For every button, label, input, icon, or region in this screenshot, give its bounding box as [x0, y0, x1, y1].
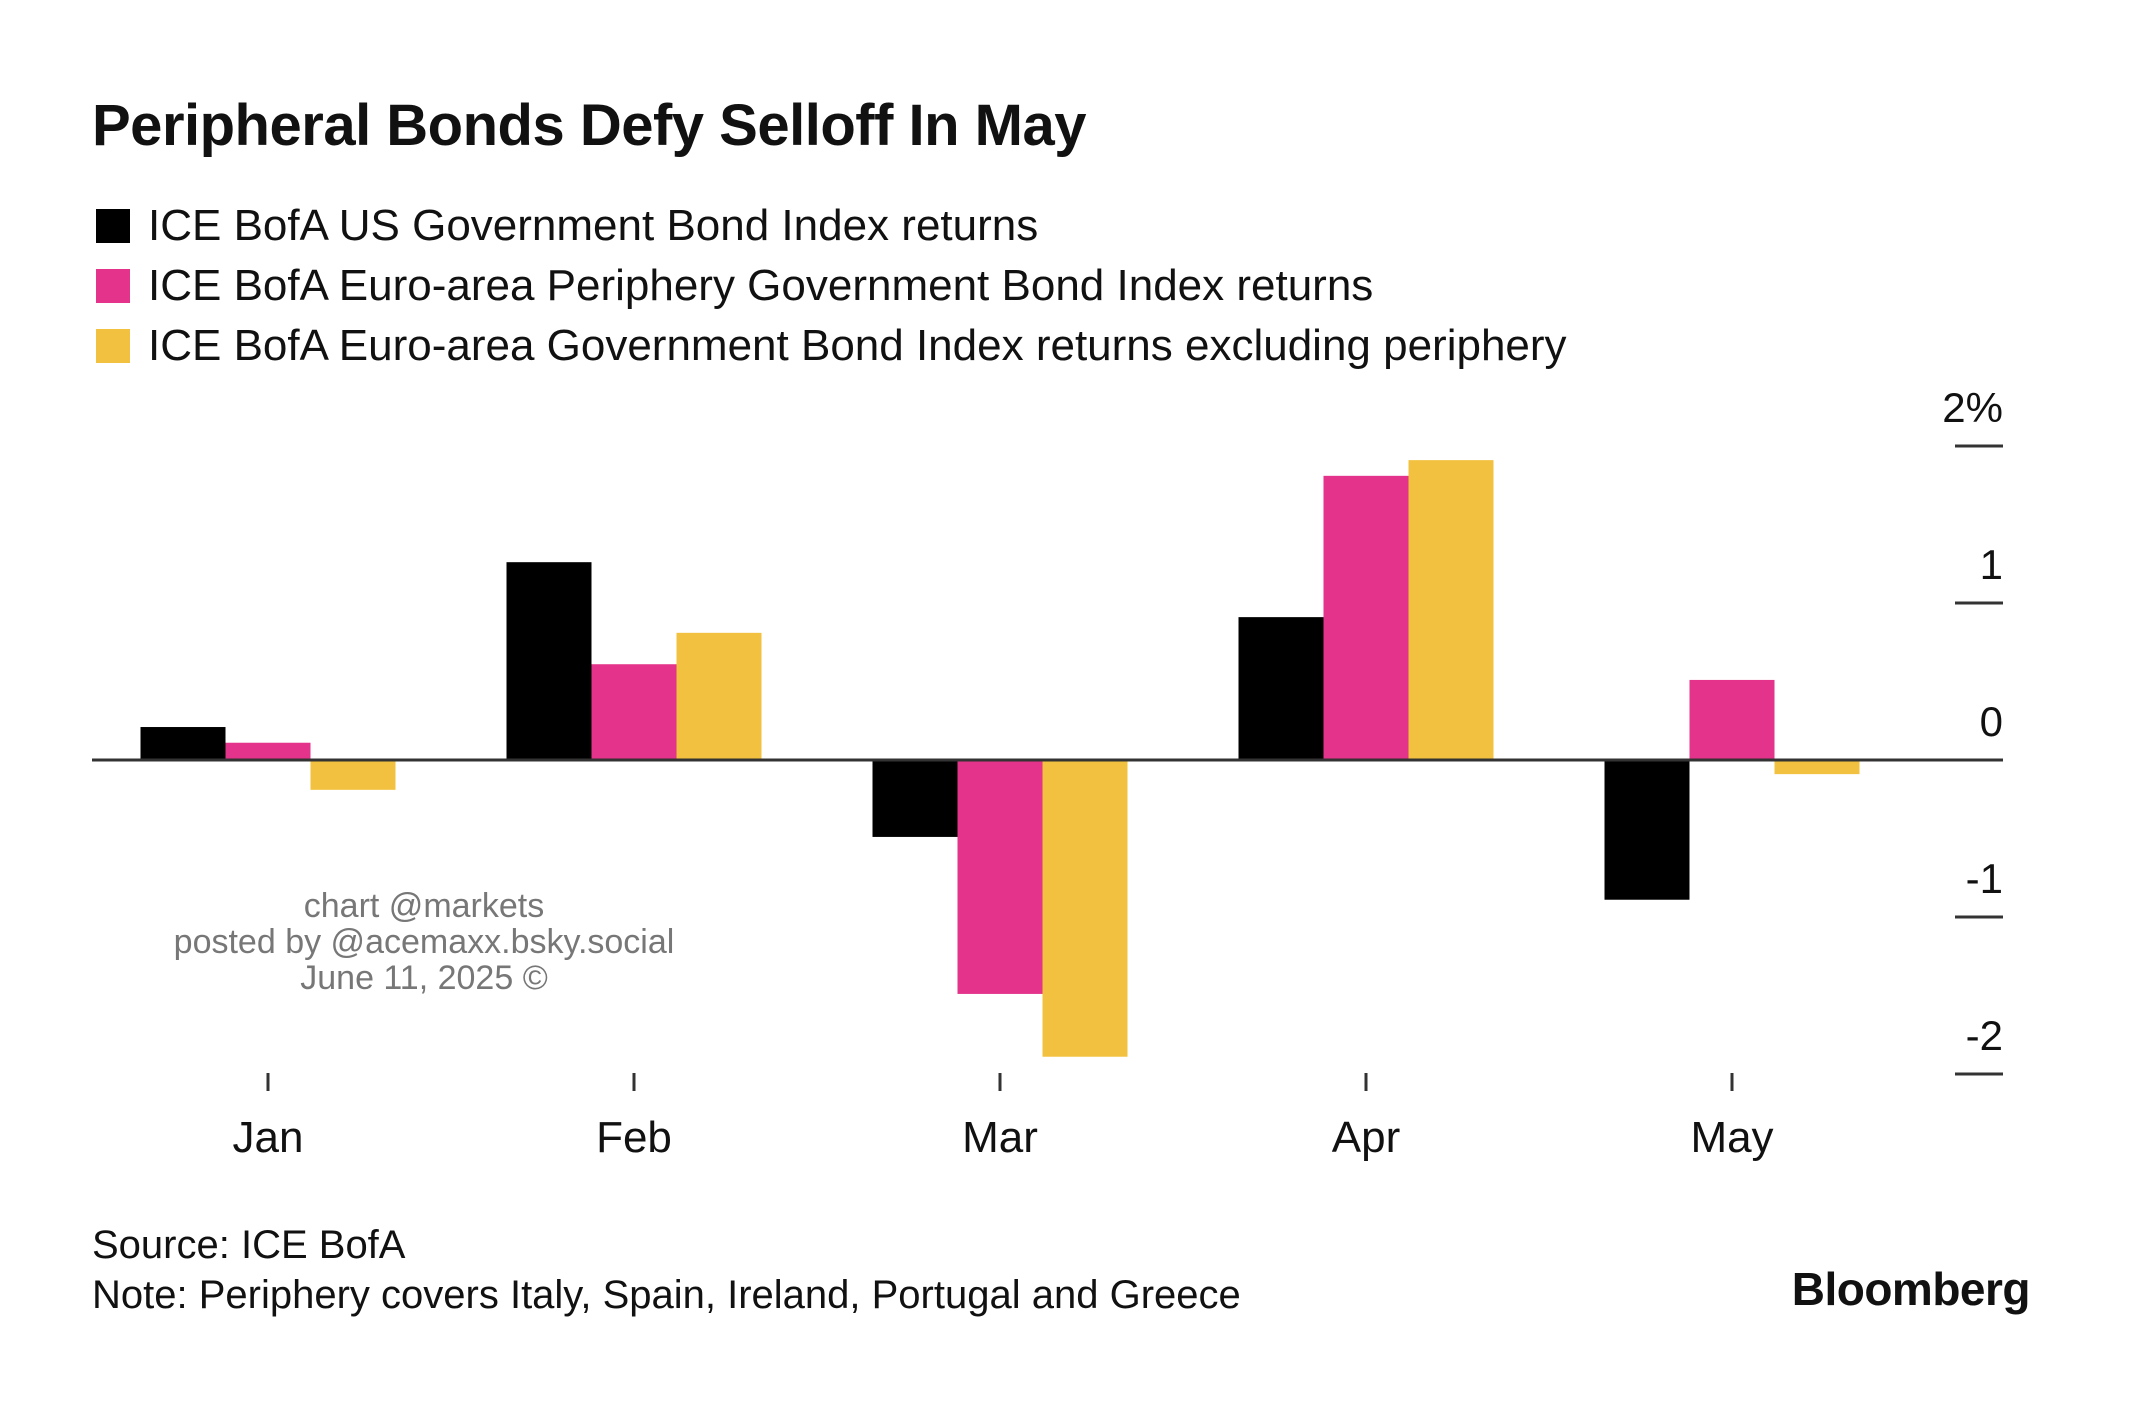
bar-periphery-feb [591, 664, 677, 760]
watermark-line-2: posted by @acemaxx.bsky.social [173, 923, 675, 961]
legend: ICE BofA US Government Bond Index return… [96, 196, 1567, 376]
chart-title: Peripheral Bonds Defy Selloff In May [92, 93, 1087, 158]
legend-label-core: ICE BofA Euro-area Government Bond Index… [148, 321, 1567, 370]
legend-swatch-core [96, 329, 130, 363]
bar-core-jan [310, 760, 396, 790]
bar-us-feb [506, 562, 592, 760]
legend-item-periphery: ICE BofA Euro-area Periphery Government … [96, 256, 1567, 316]
bar-periphery-apr [1323, 475, 1409, 760]
bar-us-jan [140, 727, 226, 760]
bar-core-feb [676, 632, 762, 760]
watermark: chart @markets posted by @acemaxx.bsky.s… [126, 888, 722, 996]
bar-periphery-may [1689, 679, 1775, 760]
bar-us-mar [872, 760, 958, 837]
bar-us-apr [1238, 617, 1324, 760]
bar-periphery-jan [225, 742, 311, 760]
legend-item-us: ICE BofA US Government Bond Index return… [96, 196, 1567, 256]
y-tick-label: 1 [1980, 541, 2003, 588]
legend-label-us: ICE BofA US Government Bond Index return… [148, 201, 1039, 250]
bar-core-may [1774, 760, 1860, 775]
legend-swatch-periphery [96, 269, 130, 303]
x-tick-label: May [1690, 1113, 1773, 1162]
y-tick-label: 0 [1980, 698, 2003, 745]
source-text: Source: ICE BofA [92, 1223, 406, 1267]
footer: Source: ICE BofA Note: Periphery covers … [92, 1220, 1241, 1320]
x-tick-label: Jan [233, 1113, 304, 1162]
watermark-line-3: June 11, 2025 © [300, 959, 548, 997]
y-tick-label: -2 [1966, 1012, 2003, 1059]
bar-core-apr [1408, 460, 1494, 760]
y-tick-label: -1 [1966, 855, 2003, 902]
legend-label-periphery: ICE BofA Euro-area Periphery Government … [148, 261, 1374, 310]
bar-core-mar [1042, 760, 1128, 1057]
legend-item-core: ICE BofA Euro-area Government Bond Index… [96, 316, 1567, 376]
bloomberg-logo: Bloomberg [1791, 1263, 2031, 1315]
x-tick-label: Apr [1332, 1113, 1400, 1162]
x-tick-label: Feb [596, 1113, 672, 1162]
y-tick-label: 2% [1942, 384, 2003, 431]
watermark-line-1: chart @markets [303, 887, 545, 925]
legend-swatch-us [96, 209, 130, 243]
note-text: Note: Periphery covers Italy, Spain, Ire… [92, 1273, 1241, 1317]
bar-us-may [1604, 760, 1690, 900]
x-tick-label: Mar [962, 1113, 1038, 1162]
bar-periphery-mar [957, 760, 1043, 994]
